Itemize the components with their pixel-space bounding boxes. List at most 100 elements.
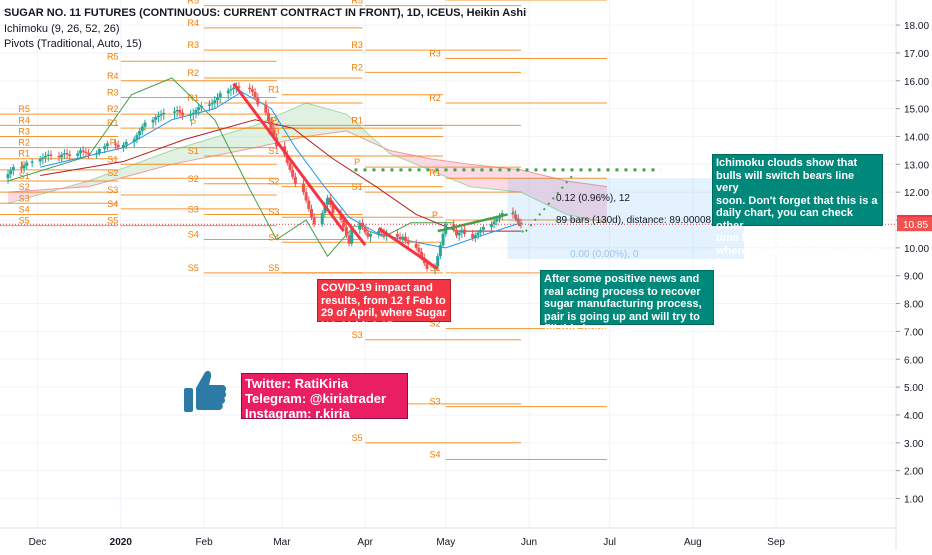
ichimoku-legend[interactable]: Ichimoku (9, 26, 52, 26): [4, 23, 120, 35]
pivot-label-s4: S4: [188, 230, 199, 240]
ichimoku-forecast-note[interactable]: Ichimoku clouds show that bulls will swi…: [712, 154, 883, 269]
candle: [256, 93, 260, 108]
price-tick-label: 8.00: [904, 300, 924, 311]
candle: [489, 221, 493, 232]
candle-body: [267, 112, 271, 122]
candle: [199, 101, 203, 113]
candle: [463, 225, 467, 237]
forecast-path: [512, 172, 576, 236]
pivot-label-s3: S3: [107, 185, 118, 195]
price-axis[interactable]: 18.0017.0016.0015.0014.0013.0012.0011.00…: [895, 0, 932, 550]
candle: [156, 111, 160, 123]
cloud-segment: [88, 150, 172, 187]
candle-body: [514, 214, 518, 219]
pivots-legend[interactable]: Pivots (Traditional, Auto, 15): [4, 38, 142, 50]
candle: [62, 148, 66, 159]
candle-body: [361, 222, 365, 227]
candle: [57, 151, 61, 162]
time-tick-label: Jun: [521, 537, 537, 548]
candle: [95, 150, 99, 159]
candle-body: [191, 112, 195, 115]
candle-body: [369, 233, 373, 237]
pivot-label-r2: R2: [351, 62, 363, 72]
candle-body: [25, 162, 29, 166]
candle: [248, 83, 252, 94]
measure-price-change: 0.12 (0.96%), 12: [556, 193, 630, 204]
candle: [476, 229, 480, 240]
cloud-segment: [429, 158, 470, 187]
time-axis[interactable]: Dec 2020 Feb Mar Apr May Jun Jul Aug Sep: [0, 527, 896, 548]
candle-body: [213, 100, 217, 104]
candle: [84, 147, 88, 158]
candle: [97, 147, 101, 156]
pivot-label-r3: R3: [107, 87, 119, 97]
pivot-label-s5: S5: [19, 216, 30, 226]
candle: [481, 224, 485, 234]
candle: [403, 232, 407, 244]
pivot-label-r4: R4: [18, 115, 30, 125]
candle-body: [301, 183, 305, 193]
candle-body: [81, 150, 85, 152]
downtrend-line-3: [377, 227, 439, 270]
candle-body: [350, 229, 354, 244]
pivot-label-r2: R2: [18, 138, 30, 148]
candle: [6, 169, 10, 184]
pivot-label-p: P: [354, 157, 360, 167]
pivot-label-p: P: [432, 210, 438, 220]
candle-body: [9, 170, 13, 175]
candle-body: [253, 91, 257, 98]
social-contacts-note[interactable]: Twitter: RatiKiria Telegram: @kiriatrade…: [241, 373, 408, 421]
candle-body: [463, 229, 467, 234]
candle-body: [49, 154, 53, 156]
candle-body: [197, 107, 201, 111]
candle-body: [438, 245, 442, 257]
candle: [81, 146, 85, 156]
time-tick-label: Apr: [357, 537, 373, 548]
candle-body: [304, 192, 308, 201]
candle-body: [492, 221, 496, 225]
time-tick-label: 2020: [110, 537, 133, 548]
candle-body: [516, 218, 520, 223]
candle: [441, 231, 445, 248]
positive-news-note[interactable]: After some positive news and real acting…: [540, 270, 714, 335]
candle: [65, 148, 69, 159]
candle: [9, 167, 13, 179]
candle: [358, 220, 362, 234]
candle-body: [441, 233, 445, 246]
candle-body: [38, 158, 42, 162]
candle-body: [178, 110, 182, 113]
candle: [113, 139, 117, 149]
candle: [457, 229, 461, 241]
candle-body: [403, 236, 407, 241]
candle-body: [414, 243, 418, 248]
covid-note[interactable]: COVID-19 impact and results, from 12 f F…: [317, 279, 451, 332]
pivot-label-r1: R1: [188, 93, 200, 103]
pivot-label-r5: R5: [188, 0, 200, 6]
pivot-label-s4: S4: [430, 450, 441, 460]
pivot-label-r2: R2: [429, 93, 441, 103]
senkou-span-b: [7, 130, 607, 193]
candle: [11, 164, 15, 176]
pivot-label-s4: S4: [107, 199, 118, 209]
candle: [326, 194, 330, 209]
candle-body: [60, 154, 64, 158]
candle: [68, 150, 72, 161]
time-tick-label: Jul: [603, 537, 616, 548]
candle-body: [285, 154, 289, 163]
candle: [479, 226, 483, 237]
price-tick-label: 7.00: [904, 327, 924, 338]
candle: [492, 218, 496, 229]
candle-body: [363, 226, 367, 233]
pivot-label-s5: S5: [188, 263, 199, 273]
candle-body: [269, 121, 273, 130]
candle: [159, 110, 163, 122]
candle: [132, 136, 136, 148]
cloud-segment: [566, 181, 607, 223]
candle: [291, 165, 295, 180]
candle-body: [479, 229, 483, 233]
cloud-segment: [520, 169, 567, 215]
candle: [207, 100, 211, 112]
pivot-label-r2: R2: [268, 118, 280, 128]
